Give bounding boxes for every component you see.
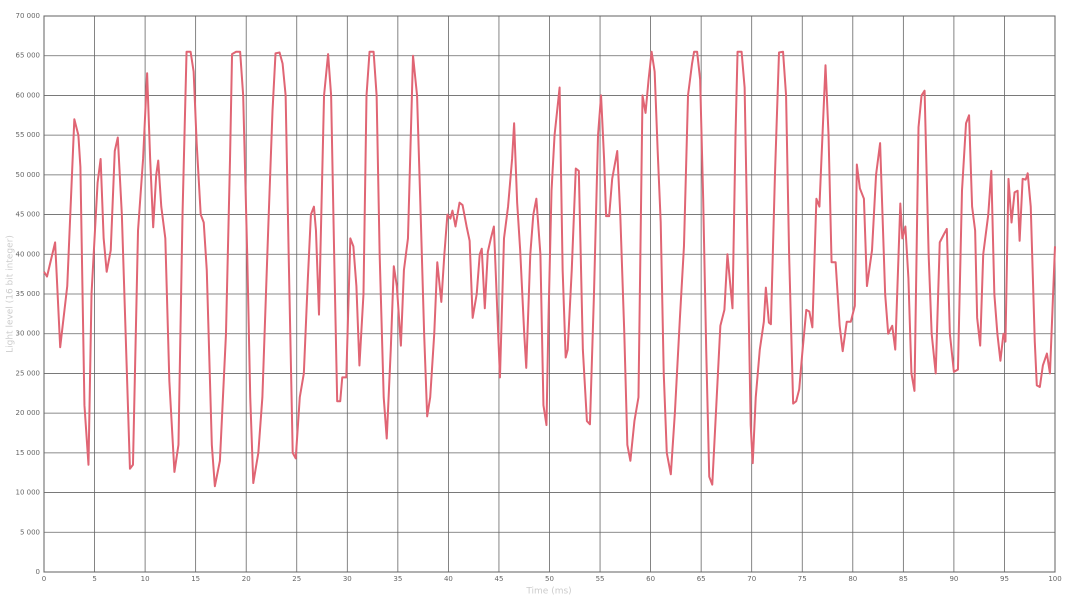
x-tick-label: 20	[242, 575, 251, 583]
x-tick-label: 10	[141, 575, 150, 583]
x-tick-label: 30	[343, 575, 352, 583]
x-tick-label: 35	[393, 575, 402, 583]
y-tick-label: 5 000	[20, 528, 40, 536]
x-tick-label: 40	[444, 575, 453, 583]
x-tick-label: 70	[747, 575, 756, 583]
y-tick-label: 15 000	[16, 449, 41, 457]
y-tick-label: 25 000	[16, 369, 41, 377]
y-tick-label: 35 000	[16, 290, 41, 298]
y-axis-title: Light level (16 bit integer)	[6, 235, 16, 353]
y-tick-label: 0	[36, 568, 40, 576]
x-axis-title: Time (ms)	[525, 587, 571, 597]
y-tick-label: 30 000	[16, 330, 41, 338]
y-tick-label: 45 000	[16, 211, 41, 219]
x-tick-label: 45	[494, 575, 503, 583]
x-tick-label: 55	[596, 575, 605, 583]
x-tick-label: 90	[949, 575, 958, 583]
y-tick-label: 50 000	[16, 171, 41, 179]
x-tick-label: 65	[697, 575, 706, 583]
x-tick-label: 100	[1048, 575, 1061, 583]
x-tick-label: 0	[42, 575, 46, 583]
y-tick-label: 55 000	[16, 131, 41, 139]
x-tick-label: 50	[545, 575, 554, 583]
y-tick-label: 20 000	[16, 409, 41, 417]
x-tick-label: 5	[92, 575, 96, 583]
y-tick-label: 60 000	[16, 91, 41, 99]
x-tick-label: 25	[292, 575, 301, 583]
data-line	[43, 50, 1056, 488]
x-tick-label: 95	[1000, 575, 1009, 583]
x-tick-label: 85	[899, 575, 908, 583]
y-tick-label: 65 000	[16, 52, 41, 60]
x-tick-label: 80	[848, 575, 857, 583]
x-tick-label: 60	[646, 575, 655, 583]
y-tick-label: 70 000	[16, 12, 41, 20]
x-tick-label: 75	[798, 575, 807, 583]
x-tick-label: 15	[191, 575, 200, 583]
y-tick-label: 40 000	[16, 250, 41, 258]
y-tick-label: 10 000	[16, 489, 41, 497]
